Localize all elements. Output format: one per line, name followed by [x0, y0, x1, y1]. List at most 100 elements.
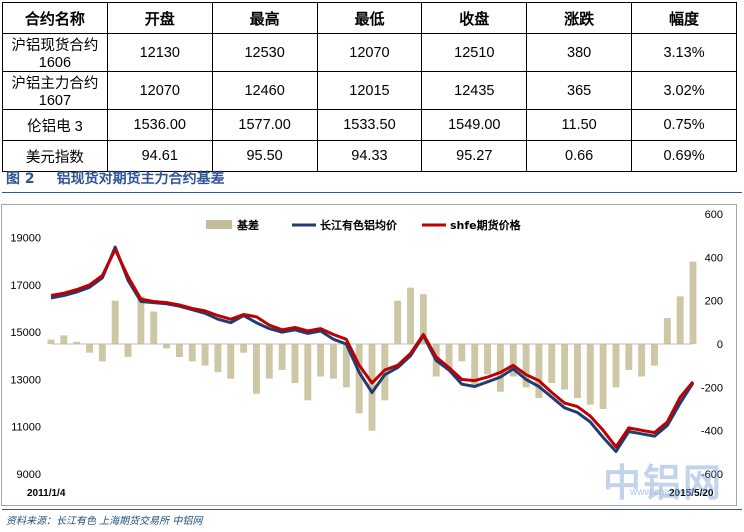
basis-bar: [240, 344, 248, 353]
basis-bar: [625, 344, 633, 370]
basis-bar: [330, 344, 337, 379]
table-cell: 95.27: [421, 140, 528, 172]
chart-legend: 基差 长江有色铝均价 shfe期货价格: [206, 218, 522, 232]
right-tick-label: 0: [717, 339, 723, 351]
basis-bar: [663, 318, 671, 344]
figure-number: 图 2: [6, 171, 35, 187]
basis-bar: [355, 344, 363, 414]
watermark-url: www.cnal.com: [630, 487, 694, 498]
table-cell: 1549.00: [421, 109, 528, 141]
table-cell: 伦铝电 3: [2, 109, 108, 141]
basis-bar: [86, 344, 93, 353]
left-tick-label: 15000: [10, 327, 41, 339]
basis-bar: [509, 344, 517, 377]
table-cell: 12015: [316, 71, 423, 110]
basis-bar: [175, 344, 183, 357]
table-cell: 沪铝现货合约 1606: [2, 33, 108, 72]
right-axis-ticks: -600 -400 -200 0 200 400 600: [701, 209, 723, 481]
basis-bar: [150, 311, 158, 344]
col-header-contract: 合约名称: [2, 2, 108, 34]
series-line-futures: [50, 248, 695, 449]
table-cell: 沪铝主力合约 1607: [2, 71, 108, 110]
basis-bar: [368, 344, 376, 431]
basis-bar: [291, 344, 299, 383]
col-header-close: 收盘: [421, 2, 528, 34]
table-cell: 12510: [421, 33, 528, 72]
col-header-change: 涨跌: [526, 2, 633, 34]
table-cell: 12130: [106, 33, 213, 72]
basis-bar: [201, 344, 209, 366]
figure-title-rule: [2, 192, 742, 193]
table-cell: 94.61: [106, 140, 213, 172]
source-rule: [2, 509, 742, 510]
table-cell: 12435: [421, 71, 528, 110]
left-tick-label: 13000: [10, 374, 41, 386]
legend-label-futures: shfe期货价格: [450, 218, 522, 232]
legend-label-spot: 长江有色铝均价: [320, 218, 398, 232]
basis-bar: [407, 287, 414, 344]
table-cell: 12070: [106, 71, 213, 110]
figure-caption: 铝现货对期货主力合约基差: [56, 171, 225, 187]
basis-bar: [419, 294, 427, 344]
right-tick-label: -200: [701, 382, 723, 394]
basis-bar: [137, 296, 145, 344]
basis-bar: [651, 344, 658, 366]
legend-swatch-basis: [206, 220, 232, 229]
right-tick-label: 600: [705, 209, 723, 221]
table-cell: 365: [526, 71, 633, 110]
basis-bar: [561, 344, 569, 390]
table-cell: 1536.00: [106, 109, 213, 141]
table-row: 美元指数 94.61 95.50 94.33 95.27 0.66 0.69%: [2, 140, 737, 172]
col-header-open: 开盘: [106, 2, 213, 34]
basis-bar: [458, 344, 466, 362]
right-tick-label: -600: [701, 469, 723, 481]
basis-bar: [214, 344, 222, 373]
chart-frame: [1, 204, 737, 506]
figure-title: 图 2 铝现货对期货主力合约基差: [6, 168, 225, 188]
table-cell: 美元指数: [2, 140, 108, 172]
basis-bar: [612, 344, 620, 388]
basis-bar: [496, 344, 504, 392]
basis-bar: [163, 344, 171, 349]
basis-bar: [265, 344, 273, 379]
col-header-low: 最低: [316, 2, 423, 34]
table-cell: 12460: [211, 71, 318, 110]
basis-bar: [47, 339, 55, 344]
basis-bar: [638, 344, 646, 377]
watermark-logo: 中铝网: [603, 461, 724, 505]
table-row: 沪铝现货合约 1606 12130 12530 12070 12510 380 …: [2, 33, 737, 72]
basis-price-chart: 9000 11000 13000 15000 17000 19000 -600 -400 -2…: [10, 209, 723, 499]
basis-bar: [60, 335, 68, 344]
table-cell: 12530: [211, 33, 318, 72]
basis-bar: [188, 344, 196, 362]
table-cell: 380: [526, 33, 633, 72]
table-header-row: 合约名称 开盘 最高 最低 收盘 涨跌 幅度: [2, 2, 737, 34]
right-tick-label: 400: [705, 252, 723, 264]
basis-bar: [317, 344, 325, 377]
basis-bar: [573, 344, 581, 399]
basis-bar: [304, 344, 312, 401]
basis-bar: [445, 344, 453, 370]
basis-bar: [342, 344, 350, 388]
table-cell: 95.50: [211, 140, 318, 172]
basis-bar: [676, 296, 684, 344]
basis-bar: [484, 344, 492, 375]
table-cell: 94.33: [316, 140, 423, 172]
table-cell: 3.13%: [631, 33, 737, 72]
left-axis-ticks: 9000 11000 13000 15000 17000 19000: [10, 233, 41, 481]
basis-bar: [471, 344, 479, 388]
basis-bar: [394, 300, 402, 344]
x-label-end: 2015/5/20: [669, 488, 714, 499]
table-row: 沪铝主力合约 1607 12070 12460 12015 12435 365 …: [2, 71, 737, 110]
basis-bars: [47, 261, 697, 431]
basis-bar: [599, 344, 607, 409]
basis-bar: [111, 300, 119, 344]
basis-bar: [124, 344, 132, 357]
basis-bar: [535, 344, 543, 399]
basis-bar: [689, 261, 697, 344]
basis-bar: [278, 344, 286, 370]
table-cell: 0.75%: [631, 109, 737, 141]
table-cell: 0.66: [526, 140, 633, 172]
table-cell: 11.50: [526, 109, 633, 141]
col-header-pct: 幅度: [631, 2, 737, 34]
